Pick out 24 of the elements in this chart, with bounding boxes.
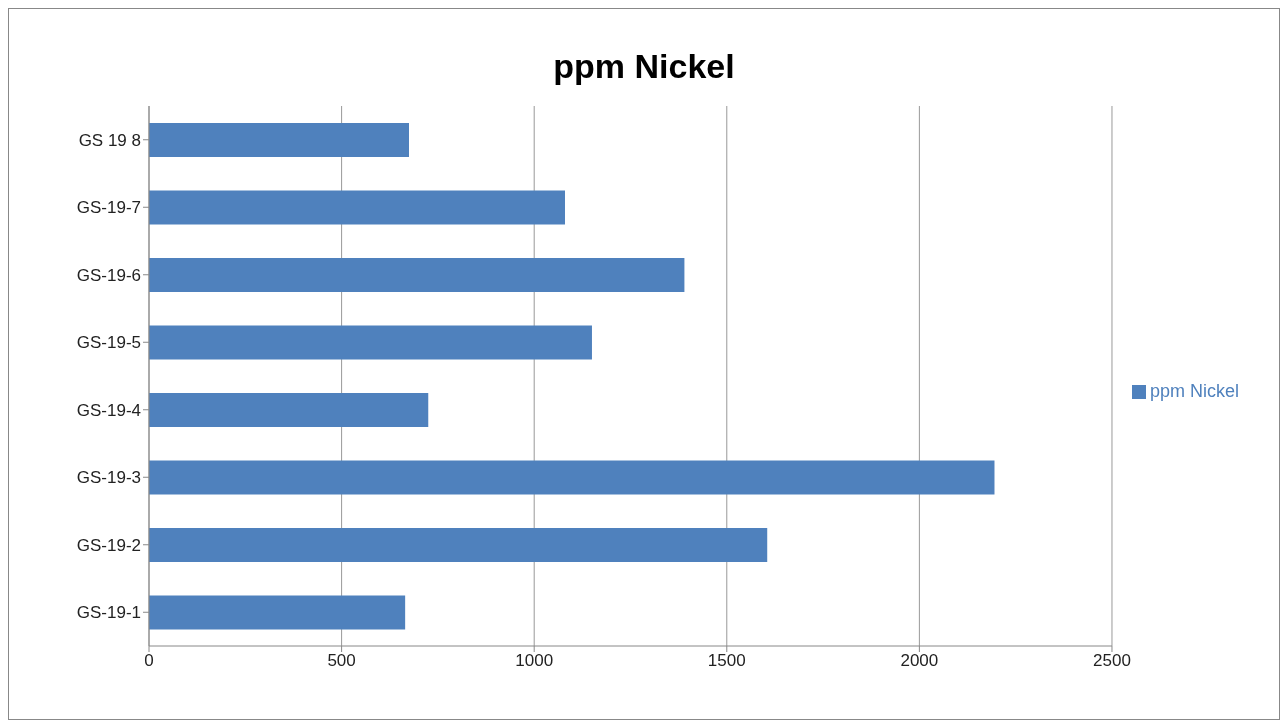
bar xyxy=(149,325,592,360)
y-tick-label: GS-19-1 xyxy=(76,603,141,623)
y-tick-label: GS-19-4 xyxy=(76,400,141,420)
y-tick-label: GS-19-6 xyxy=(76,265,141,285)
x-tick-label: 2000 xyxy=(900,651,939,671)
y-tick-label: GS-19-3 xyxy=(76,468,141,488)
x-tick-label: 2500 xyxy=(1093,651,1131,671)
bar xyxy=(149,190,565,225)
y-tick-label: GS-19-7 xyxy=(76,198,141,218)
x-tick-label: 1000 xyxy=(515,651,554,671)
bar xyxy=(149,527,768,562)
bar xyxy=(149,595,406,630)
chart-title: ppm Nickel xyxy=(552,47,736,86)
bar xyxy=(149,122,409,157)
y-tick-label: GS-19-5 xyxy=(76,333,141,353)
x-tick-label: 0 xyxy=(144,651,154,671)
x-tick-label: 1500 xyxy=(707,651,746,671)
legend-label: ppm Nickel xyxy=(1149,380,1239,401)
y-tick-label: GS 19 8 xyxy=(78,130,141,150)
y-tick-label: GS-19-2 xyxy=(76,535,141,555)
x-tick-label: 500 xyxy=(327,651,356,671)
bar xyxy=(149,460,995,495)
bar xyxy=(149,392,429,427)
bar xyxy=(149,257,685,292)
